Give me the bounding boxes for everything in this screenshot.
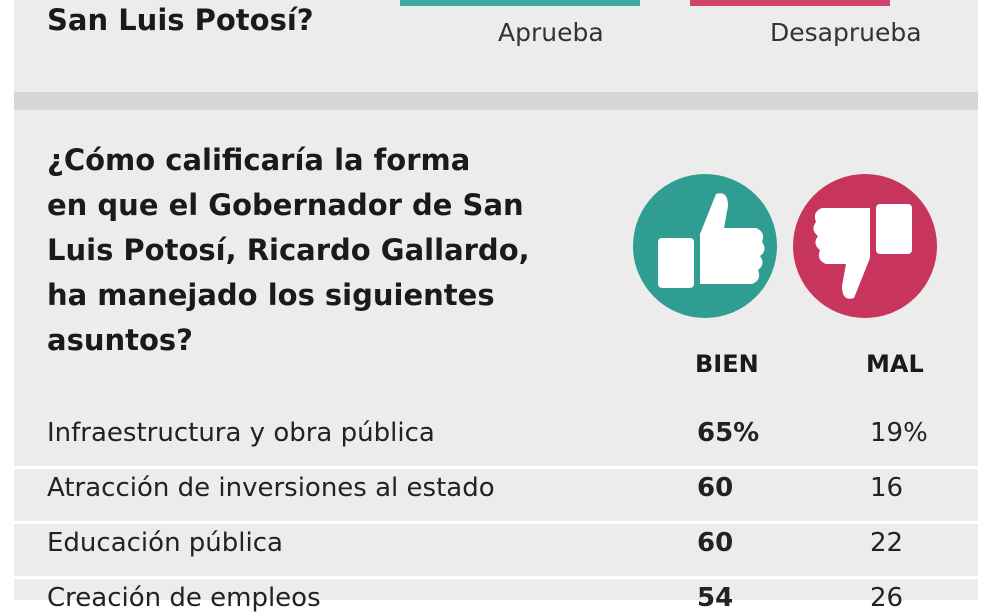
thumb-down [813, 204, 912, 299]
thumb-icons [633, 174, 937, 318]
row-label: Creación de empleos [47, 583, 321, 613]
bien-value: 65% [697, 418, 760, 448]
mal-value: 26 [870, 583, 904, 613]
column-header: BIEN [695, 350, 759, 378]
question-line: en que el Gobernador de San [47, 188, 524, 222]
option-label: Desaprueba [770, 18, 922, 47]
question-line: ha manejado los siguientes [47, 278, 495, 312]
mal-value: 16 [870, 473, 904, 503]
row-label: Educación pública [47, 528, 283, 558]
mal-value: 19% [870, 418, 928, 448]
divider [14, 92, 978, 110]
row-separator [14, 466, 978, 469]
bien-value: 60 [697, 473, 734, 503]
mal-value: 22 [870, 528, 904, 558]
column-header: MAL [866, 350, 924, 378]
question-line: ¿Cómo calificaría la forma [47, 143, 471, 177]
row-separator [14, 576, 978, 579]
row-separator [14, 521, 978, 524]
thumb-up [658, 193, 765, 288]
question-line: asuntos? [47, 323, 193, 357]
question-line: Luis Potosí, Ricardo Gallardo, [47, 233, 530, 267]
approve-bar [400, 0, 640, 6]
page: {"previous_question": {"title_tail": "Sa… [14, 0, 978, 613]
top-panel [14, 0, 978, 92]
disapprove-bar [690, 0, 890, 6]
bien-value: 54 [697, 583, 734, 613]
main-panel [14, 110, 978, 600]
row-label: Atracción de inversiones al estado [47, 473, 495, 503]
bien-value: 60 [697, 528, 734, 558]
row-label: Infraestructura y obra pública [47, 418, 435, 448]
option-label: Aprueba [498, 18, 604, 47]
previous-question: San Luis Potosí? [47, 3, 314, 37]
